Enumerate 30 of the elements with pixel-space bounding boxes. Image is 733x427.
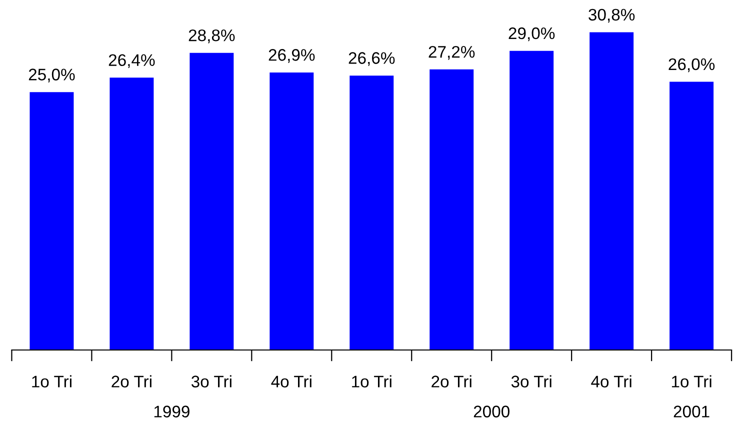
data-label: 26,0% (668, 58, 715, 72)
text: 2001 (674, 406, 710, 418)
x-tick-label: 1o Tri (672, 375, 712, 388)
x-tick-label: 3o Tri (191, 375, 232, 388)
bar (670, 82, 714, 350)
data-label: 26,4% (108, 54, 155, 68)
data-label: 28,8% (188, 29, 235, 44)
bar (270, 72, 314, 350)
x-tick-label: 1o Tri (352, 375, 392, 388)
x-tick-label: 2o Tri (112, 375, 152, 388)
bar (590, 32, 634, 350)
bar (430, 69, 474, 350)
data-label: 30,8% (588, 8, 635, 23)
x-tick-label: 4o Tri (271, 375, 312, 388)
data-label: 27,2% (428, 46, 475, 60)
x-tick-label: 1o Tri (32, 375, 72, 388)
bar (350, 76, 394, 350)
data-label: 29,0% (508, 27, 555, 42)
x-tick-label: 2o Tri (432, 375, 472, 388)
x-tick-label: 4o Tri (591, 375, 632, 388)
data-label: 26,9% (268, 49, 315, 63)
bar (190, 52, 234, 350)
text: 2000 (474, 406, 510, 418)
text: 1999 (154, 406, 190, 418)
data-label: 25,0% (28, 68, 75, 82)
data-label: 26,6% (348, 52, 395, 66)
bar (30, 92, 74, 350)
bar (510, 50, 554, 350)
x-tick-label: 3o Tri (511, 375, 552, 388)
bar (110, 78, 154, 350)
